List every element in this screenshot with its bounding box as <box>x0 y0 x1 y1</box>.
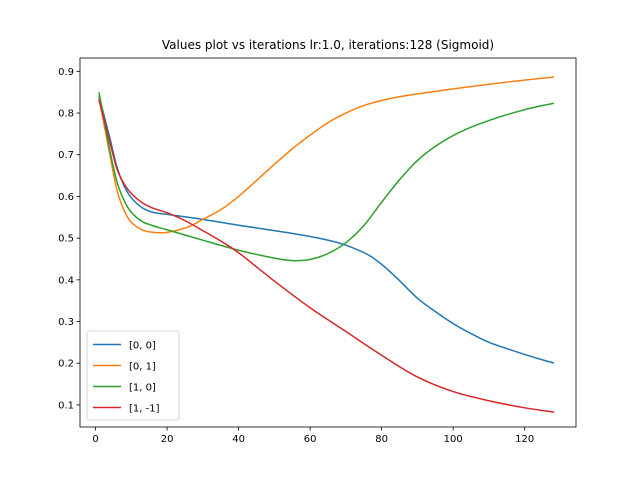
y-tick-label: 0.7 <box>58 150 74 161</box>
y-tick-label: 0.1 <box>58 400 74 411</box>
y-tick-label: 0.5 <box>58 234 74 245</box>
series-line-1--1 <box>98 99 555 413</box>
x-tick-label: 0 <box>92 434 98 445</box>
y-tick-label: 0.8 <box>58 109 74 120</box>
y-tick-label: 0.2 <box>58 359 74 370</box>
legend-label: [1, -1] <box>129 403 160 414</box>
series-line-1-0 <box>98 92 555 262</box>
legend-box <box>86 330 180 421</box>
x-tick-label: 80 <box>375 434 388 445</box>
series-lines <box>98 76 555 413</box>
y-tick-label: 0.4 <box>58 275 74 286</box>
x-tick-label: 60 <box>304 434 317 445</box>
y-tick-label: 0.9 <box>58 67 74 78</box>
y-axis: 0.1 0.2 0.3 0.4 0.5 0.6 0.7 0.8 0.9 <box>58 67 80 411</box>
series-line-0-0 <box>98 95 555 364</box>
x-tick-label: 20 <box>161 434 174 445</box>
series-line-0-1 <box>98 76 555 234</box>
chart-title: Values plot vs iterations lr:1.0, iterat… <box>162 38 494 52</box>
x-tick-label: 40 <box>232 434 245 445</box>
legend-label: [0, 1] <box>129 361 156 372</box>
x-tick-label: 100 <box>444 434 463 445</box>
legend: [0, 0] [0, 1] [1, 0] [1, -1] <box>86 330 180 421</box>
y-tick-label: 0.6 <box>58 192 74 203</box>
legend-label: [1, 0] <box>129 382 156 393</box>
legend-label: [0, 0] <box>129 340 156 351</box>
plot-frame <box>79 57 577 428</box>
x-axis: 0 20 40 60 80 100 120 <box>92 427 534 445</box>
y-tick-label: 0.3 <box>58 317 74 328</box>
x-tick-label: 120 <box>515 434 534 445</box>
